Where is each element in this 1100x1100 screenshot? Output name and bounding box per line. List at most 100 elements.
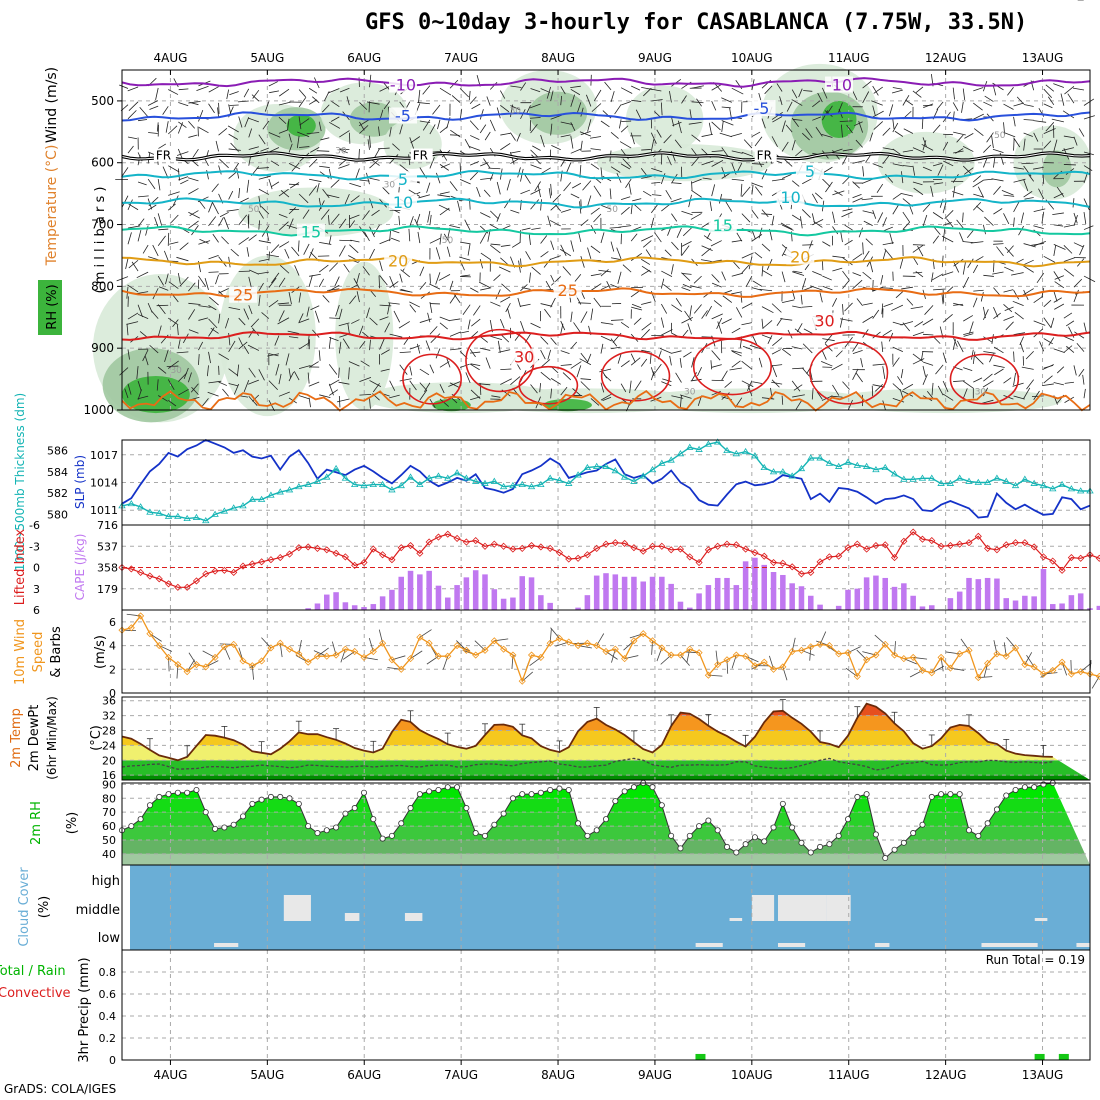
thickness-point — [704, 440, 713, 447]
wind-barb — [580, 352, 589, 363]
wind-barb — [881, 303, 884, 315]
wind-barb — [547, 215, 552, 227]
wind-barb — [537, 185, 541, 198]
wind-speed-point — [453, 642, 461, 650]
rh-point — [770, 824, 777, 831]
wind-barb — [972, 264, 979, 274]
lifted-index-point — [444, 530, 452, 538]
wind-barb — [168, 165, 180, 173]
thickness-point — [825, 459, 834, 466]
wind-barb — [691, 134, 701, 142]
wind-barb — [691, 372, 697, 382]
wind-barb — [731, 360, 741, 368]
wind-barb — [429, 273, 431, 284]
rh-point — [1031, 784, 1038, 791]
cape-bar — [994, 578, 1000, 610]
wind-barb — [446, 358, 451, 368]
wind-barb — [439, 383, 445, 394]
wind-barb — [350, 239, 360, 243]
wind-barb — [730, 133, 742, 137]
wind-barb — [992, 271, 1004, 275]
cape-bar — [1050, 604, 1056, 610]
wind-barb — [261, 312, 270, 319]
wind-barb — [1001, 189, 1014, 196]
wind-barb — [781, 141, 789, 152]
wind-barb — [741, 213, 751, 223]
wind-barb — [157, 235, 166, 246]
wind-barb — [520, 82, 527, 91]
wind-barb — [298, 365, 311, 369]
wind-barb — [379, 85, 391, 92]
wind-speed-point — [527, 651, 536, 659]
cape-bar — [705, 585, 712, 610]
cloud-block — [1076, 943, 1090, 947]
wind-barb — [162, 106, 169, 115]
wind-speed-point — [835, 650, 843, 658]
wind-barb — [1083, 211, 1087, 224]
wind-barb — [179, 242, 189, 251]
wind-barb — [880, 287, 893, 289]
wind-barb — [388, 302, 400, 305]
wind-barb — [941, 271, 954, 276]
wind-barb — [238, 337, 244, 346]
wind-barb — [922, 203, 931, 212]
wind-barb — [758, 357, 763, 368]
rh-point — [593, 827, 600, 834]
temperature-contour — [600, 350, 671, 402]
wind-barb — [137, 304, 143, 318]
x-tick-label: 8AUG — [541, 51, 575, 65]
wind-barb — [570, 341, 578, 350]
wind-barb — [860, 358, 864, 368]
y-tick-label: 600 — [91, 156, 114, 170]
wind-barb — [348, 367, 350, 380]
lifted-index-point — [890, 554, 899, 562]
wind-barb — [716, 317, 723, 330]
wind-barb — [377, 147, 390, 150]
precip-frame — [121, 949, 1091, 1061]
lifted-index-point — [732, 541, 740, 549]
wind-barb — [937, 385, 944, 396]
wind-barb — [693, 275, 702, 284]
cape-bar — [808, 595, 814, 610]
wind-barb — [761, 334, 772, 339]
wind-barb — [942, 141, 949, 151]
cape-bar — [538, 595, 544, 610]
wind-barb — [147, 178, 156, 190]
wind-barb — [479, 347, 491, 351]
lifted-index-point — [788, 563, 796, 571]
wind-tick-label: 4 — [109, 640, 116, 653]
wind-speed-point — [481, 646, 489, 654]
wind-barb — [852, 160, 865, 164]
wind-speed-point — [658, 644, 666, 652]
wind-barb — [198, 275, 207, 287]
temp-tick-label: 28 — [102, 724, 116, 737]
cape-bar — [966, 577, 972, 610]
rh-point — [454, 784, 461, 791]
wind-barb — [238, 237, 250, 245]
wind-barb — [131, 261, 139, 272]
wind-barb — [496, 107, 501, 119]
wind-barb — [1073, 215, 1078, 226]
wind-barb — [382, 187, 390, 195]
wind-barb — [942, 201, 947, 214]
wind-barb — [248, 379, 259, 385]
wind-barb — [711, 160, 724, 167]
thickness-point — [834, 462, 843, 469]
wind-barb — [520, 320, 525, 333]
lifted-index-point — [481, 542, 489, 550]
wind-barb — [188, 211, 200, 219]
wind-barb — [1053, 224, 1064, 227]
wind-barb — [702, 177, 712, 180]
wind-barb — [892, 87, 902, 90]
rh-tick-label: 90 — [102, 778, 116, 791]
rh-point — [686, 832, 693, 839]
wind-barb — [127, 349, 130, 360]
rh-point — [277, 793, 284, 800]
wind-barb — [473, 305, 481, 316]
wind-barb — [729, 367, 742, 371]
wind-barb — [168, 191, 180, 196]
wind-barb — [1024, 197, 1034, 200]
wind-tick-label: 6 — [109, 616, 116, 629]
wind-barb — [650, 132, 657, 144]
